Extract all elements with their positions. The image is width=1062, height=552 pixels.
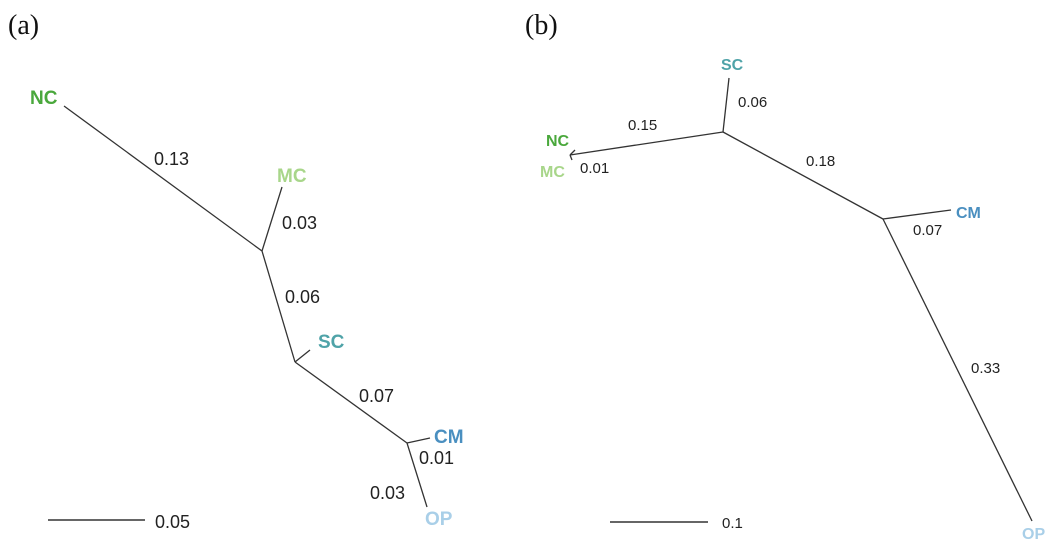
leaf-b-sc: SC (721, 57, 744, 74)
branch-length-a-sc: 0.07 (359, 386, 394, 406)
branch-b-sc (722, 77, 730, 133)
leaf-b-nc: NC (546, 133, 570, 150)
panel-b: (b) SC NC MC CM OP 0.15 0.01 0.06 0.18 0… (525, 10, 1045, 543)
panel-b-label: (b) (525, 10, 558, 41)
branch-b-ncmc (569, 131, 724, 156)
branch-a-to-cm (294, 361, 408, 444)
scale-label-b: 0.1 (722, 515, 743, 532)
branch-length-b-ncmc: 0.15 (628, 117, 657, 134)
branch-b-cm (882, 209, 952, 220)
branch-b-internal (722, 131, 884, 220)
branch-length-a-op: 0.03 (370, 483, 405, 503)
leaf-b-cm: CM (956, 205, 981, 222)
branch-a-nc (63, 105, 263, 252)
branch-length-b-mc: 0.01 (580, 160, 609, 177)
branch-length-b-cm: 0.07 (913, 222, 942, 239)
leaf-b-mc: MC (540, 164, 565, 181)
leaf-a-op: OP (425, 509, 453, 530)
branch-b-nc (569, 149, 576, 156)
branch-a-mc (261, 186, 283, 252)
scale-label-a: 0.05 (155, 512, 190, 532)
panel-a-label: (a) (8, 10, 39, 41)
branch-b-mc (569, 154, 573, 161)
panel-a: (a) NC MC SC CM OP 0.13 0.03 0.06 0.07 0… (8, 10, 464, 532)
leaf-a-sc: SC (318, 332, 345, 353)
branch-a-op (406, 442, 428, 508)
branch-b-op (882, 218, 1033, 522)
branch-length-a-mc: 0.03 (282, 213, 317, 233)
branch-length-a-cm: 0.01 (419, 448, 454, 468)
branch-a-internal (261, 250, 296, 363)
branch-length-a-nc: 0.13 (154, 149, 189, 169)
branch-length-b-op: 0.33 (971, 360, 1000, 377)
branch-a-cm (406, 437, 431, 444)
leaf-a-cm: CM (434, 427, 464, 448)
leaf-b-op: OP (1022, 526, 1045, 543)
branch-length-b-sc: 0.06 (738, 94, 767, 111)
leaf-a-nc: NC (30, 88, 58, 109)
branch-length-b-internal: 0.18 (806, 153, 835, 170)
leaf-a-mc: MC (277, 166, 307, 187)
branch-a-sc (294, 349, 311, 363)
branch-length-a-internal: 0.06 (285, 287, 320, 307)
